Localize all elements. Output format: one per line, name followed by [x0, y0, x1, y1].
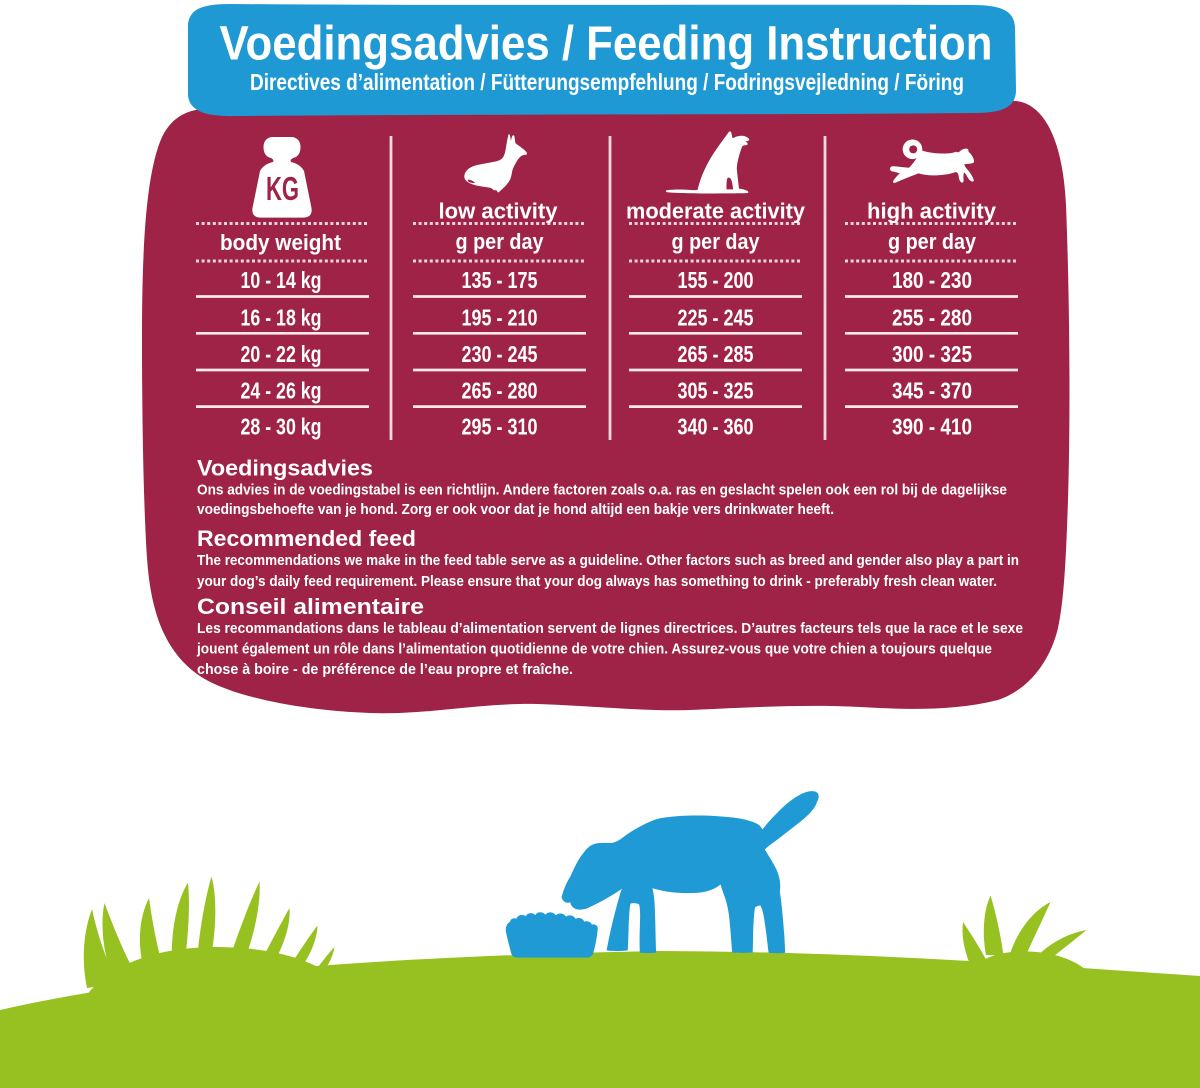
svg-text:chose à boire - de préférence: chose à boire - de préférence de l’eau p… — [197, 662, 573, 678]
svg-text:340 - 360: 340 - 360 — [678, 414, 754, 440]
svg-text:low activity: low activity — [439, 199, 558, 224]
svg-text:195 - 210: 195 - 210 — [462, 305, 538, 331]
svg-text:Les recommandations dans le ta: Les recommandations dans le tableau d’al… — [197, 621, 1023, 637]
svg-text:Conseil alimentaire: Conseil alimentaire — [197, 594, 424, 619]
svg-text:230 - 245: 230 - 245 — [462, 341, 538, 367]
svg-text:180 - 230: 180 - 230 — [892, 267, 972, 293]
svg-text:265 - 280: 265 - 280 — [462, 378, 538, 404]
svg-text:body weight: body weight — [220, 230, 341, 255]
svg-text:305 - 325: 305 - 325 — [678, 378, 754, 404]
svg-text:300 - 325: 300 - 325 — [892, 341, 972, 367]
svg-text:Recommended feed: Recommended feed — [197, 526, 416, 551]
svg-text:Voedingsadvies: Voedingsadvies — [197, 456, 373, 481]
svg-text:jouent également un rôle dans: jouent également un rôle dans l’alimenta… — [196, 642, 992, 658]
svg-text:Directives d’alimentation / Fü: Directives d’alimentation / Fütterungsem… — [250, 69, 964, 95]
svg-text:295 - 310: 295 - 310 — [462, 414, 538, 440]
svg-text:moderate activity: moderate activity — [626, 199, 805, 224]
svg-text:345 - 370: 345 - 370 — [892, 378, 972, 404]
svg-text:155 - 200: 155 - 200 — [678, 267, 754, 293]
svg-text:The recommendations we make in: The recommendations we make in the feed … — [197, 553, 1019, 569]
svg-text:voedingsbehoefte van je hond.: voedingsbehoefte van je hond. Zorg er oo… — [197, 502, 834, 518]
svg-text:390 - 410: 390 - 410 — [892, 414, 972, 440]
svg-text:135 - 175: 135 - 175 — [462, 267, 538, 293]
svg-text:225 - 245: 225 - 245 — [678, 305, 754, 331]
svg-text:high activity: high activity — [867, 199, 996, 224]
svg-text:28 - 30 kg: 28 - 30 kg — [241, 414, 322, 440]
svg-text:g per day: g per day — [888, 229, 976, 254]
svg-text:g per day: g per day — [456, 229, 544, 254]
svg-text:Ons advies in de voedingstabel: Ons advies in de voedingstabel is een ri… — [197, 483, 1007, 499]
svg-text:265 - 285: 265 - 285 — [678, 341, 754, 367]
svg-text:16 - 18 kg: 16 - 18 kg — [241, 305, 322, 331]
svg-text:KG: KG — [266, 170, 299, 207]
svg-text:Voedingsadvies / Feeding Instr: Voedingsadvies / Feeding Instruction — [220, 18, 993, 71]
svg-text:your dog’s daily feed requirem: your dog’s daily feed requirement. Pleas… — [197, 574, 997, 590]
svg-text:255 - 280: 255 - 280 — [892, 305, 972, 331]
svg-text:10 - 14 kg: 10 - 14 kg — [241, 267, 322, 293]
svg-text:20 - 22 kg: 20 - 22 kg — [241, 341, 322, 367]
svg-text:g per day: g per day — [672, 229, 760, 254]
svg-text:24 - 26 kg: 24 - 26 kg — [241, 378, 322, 404]
